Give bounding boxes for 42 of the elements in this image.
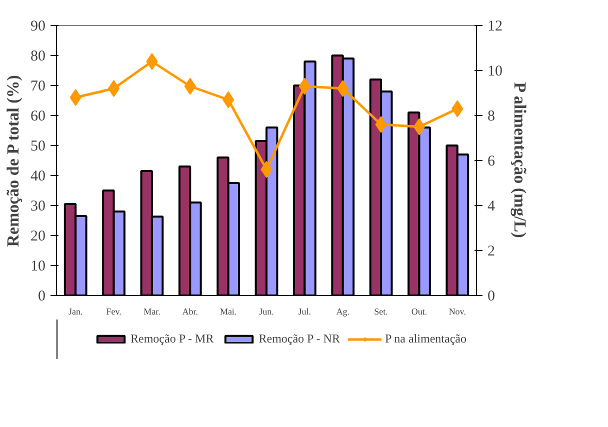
- point: [108, 80, 120, 97]
- x-tick-label: Jul.: [298, 306, 312, 316]
- x-tick-label: Set.: [374, 306, 388, 316]
- y-tick-label: 40: [30, 168, 46, 184]
- point: [146, 53, 158, 70]
- x-tick-label: Nov.: [448, 306, 466, 316]
- point: [298, 78, 311, 95]
- x-tick-label: Mai.: [220, 306, 237, 316]
- x-tick-label: Out.: [411, 306, 428, 316]
- x-tick-label: Jan.: [68, 306, 83, 316]
- y-tick-label: 0: [38, 288, 46, 304]
- point: [222, 91, 234, 108]
- x-tick-label: Mar.: [144, 306, 160, 316]
- x-tick-label: Jun.: [259, 306, 274, 316]
- point: [70, 89, 82, 106]
- y2-tick-label: 6: [488, 154, 496, 170]
- x-tick-label: Ag.: [336, 306, 350, 316]
- legend-label: Remoção P - MR: [130, 332, 214, 346]
- legend-label: P na alimentação: [384, 332, 466, 346]
- y2-tick-label: 0: [488, 288, 495, 304]
- y-tick-label: 60: [30, 108, 46, 124]
- y2-tick-label: 2: [488, 244, 495, 260]
- y-axis-title: Remoção de P total (%): [4, 75, 22, 247]
- y-tick-label: 50: [30, 138, 46, 154]
- y-tick-label: 10: [30, 258, 46, 274]
- x-tick-label: Fev.: [106, 306, 122, 316]
- point: [413, 118, 426, 136]
- point: [375, 116, 387, 133]
- x-tick-label: Abr.: [182, 306, 198, 316]
- y2-axis-title: P alimentação (mg/L): [510, 82, 530, 238]
- y-tick-label: 30: [30, 198, 46, 214]
- y2-tick-label: 8: [488, 108, 495, 124]
- point: [260, 161, 272, 178]
- y-tick-label: 80: [30, 48, 46, 64]
- y2-tick-label: 4: [488, 198, 496, 214]
- y2-tick-label: 12: [488, 18, 502, 34]
- legend-label: Remoção P - NR: [258, 332, 340, 346]
- point: [337, 80, 349, 97]
- y2-tick-label: 10: [488, 64, 502, 80]
- y-tick-label: 90: [30, 18, 46, 34]
- y-tick-label: 70: [30, 78, 46, 94]
- y-tick-label: 20: [30, 228, 46, 244]
